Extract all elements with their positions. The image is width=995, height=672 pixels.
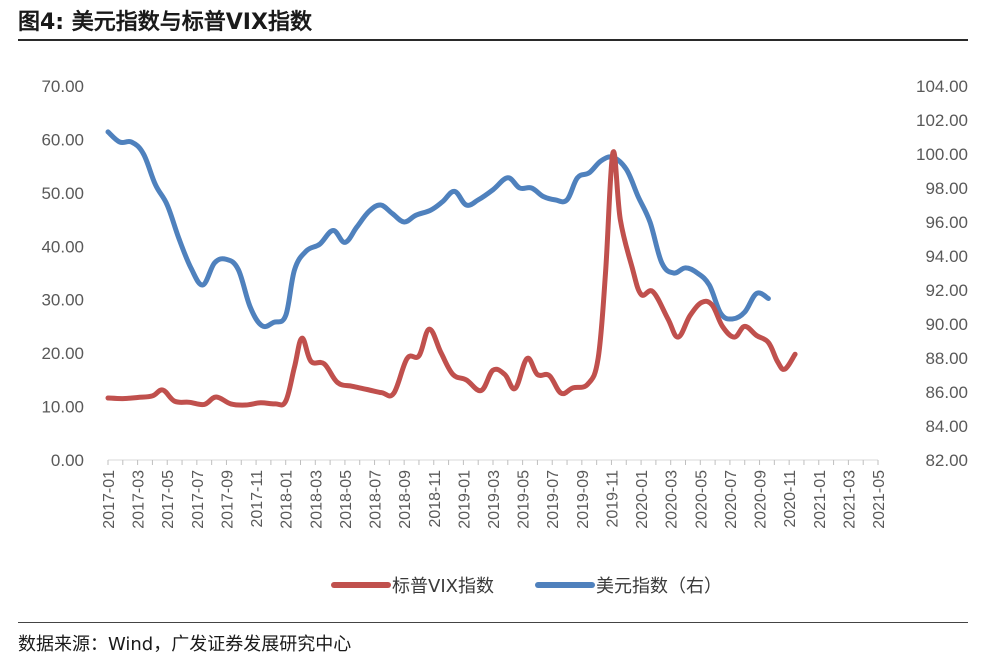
x-axis-tick-label: 2018-01: [279, 470, 296, 529]
x-axis-tick-label: 2018-05: [338, 470, 355, 529]
source-rule: [18, 622, 968, 623]
left-axis-tick-label: 10.00: [41, 398, 84, 417]
x-axis-tick-label: 2018-07: [368, 470, 385, 529]
x-axis-tick-label: 2018-09: [397, 470, 414, 529]
right-axis-tick-label: 84.00: [925, 417, 968, 436]
right-axis-tick-label: 104.00: [916, 77, 968, 96]
figure-title: 图4: 美元指数与标普VIX指数: [18, 10, 312, 35]
right-axis-tick-label: 94.00: [925, 247, 968, 266]
x-axis-tick-label: 2021-03: [841, 470, 858, 529]
x-axis-tick-label: 2017-03: [131, 470, 148, 529]
right-axis-tick-label: 96.00: [925, 213, 968, 232]
x-axis-tick-label: 2017-05: [160, 470, 177, 529]
x-axis-tick-label: 2020-07: [723, 470, 740, 529]
x-axis-tick-label: 2019-01: [456, 470, 473, 529]
x-axis-tick-label: 2019-05: [516, 470, 533, 529]
series-line-usd: [105, 129, 771, 330]
x-axis-tick-label: 2020-11: [782, 470, 799, 528]
left-axis-tick-label: 60.00: [41, 130, 84, 149]
x-axis-tick-label: 2017-07: [190, 470, 207, 529]
right-axis-tick-label: 82.00: [925, 451, 968, 470]
x-axis: 2017-01 2017-03 2017-05 2017-07 2017-09 2017-…: [101, 460, 888, 529]
x-axis-tick-label: 2021-05: [871, 470, 888, 529]
right-axis-tick-label: 102.00: [916, 111, 968, 130]
left-axis-tick-label: 70.00: [41, 77, 84, 96]
legend-label-usd: 美元指数（右）: [596, 576, 722, 597]
series-layer: [105, 129, 798, 408]
left-axis-tick-label: 20.00: [41, 344, 84, 363]
x-axis-tick-label: 2018-11: [427, 470, 444, 528]
x-axis-tick-label: 2021-01: [812, 470, 829, 529]
title-rule: [18, 39, 968, 41]
x-axis-tick-label: 2020-01: [634, 470, 651, 529]
legend-label-vix: 标普VIX指数: [392, 576, 494, 597]
right-axis-tick-label: 92.00: [925, 281, 968, 300]
x-axis-tick-label: 2018-03: [308, 470, 325, 529]
x-axis-tick-label: 2019-07: [545, 470, 562, 529]
right-axis: 82.00 84.00 86.00 88.00 90.00 92.00 94.00 96.00…: [916, 77, 968, 470]
x-axis-tick-label: 2020-03: [664, 470, 681, 529]
source-note: 数据来源：Wind，广发证券发展研究中心: [18, 634, 352, 655]
x-axis-tick-label: 2019-03: [486, 470, 503, 529]
x-axis-tick-label: 2017-09: [219, 470, 236, 529]
x-axis-tick-label: 2017-11: [249, 470, 266, 528]
left-axis-tick-label: 50.00: [41, 184, 84, 203]
x-axis-tick-label: 2019-09: [575, 470, 592, 529]
chart: 0.0010.0020.0030.0040.0050.0060.0070.00 …: [41, 77, 968, 597]
x-axis-tick-label: 2017-01: [101, 470, 118, 529]
x-axis-tick-label: 2019-11: [604, 470, 621, 528]
right-axis-tick-label: 86.00: [925, 383, 968, 402]
legend: 标普VIX指数 美元指数（右）: [331, 576, 722, 597]
right-axis-tick-label: 90.00: [925, 315, 968, 334]
right-axis-tick-label: 98.00: [925, 179, 968, 198]
left-axis-tick-label: 40.00: [41, 237, 84, 256]
left-axis: 0.00 10.00 20.00 30.00 40.00 50.00 60.00 70.00: [41, 77, 84, 470]
left-axis-tick-label: 30.00: [41, 291, 84, 310]
right-axis-tick-label: 100.00: [916, 145, 968, 164]
x-axis-tick-label: 2020-09: [753, 470, 770, 529]
x-axis-tick-label: 2020-05: [693, 470, 710, 529]
right-axis-tick-label: 88.00: [925, 349, 968, 368]
series-line-vix: [105, 149, 798, 408]
left-axis-tick-label: 0.00: [51, 451, 84, 470]
